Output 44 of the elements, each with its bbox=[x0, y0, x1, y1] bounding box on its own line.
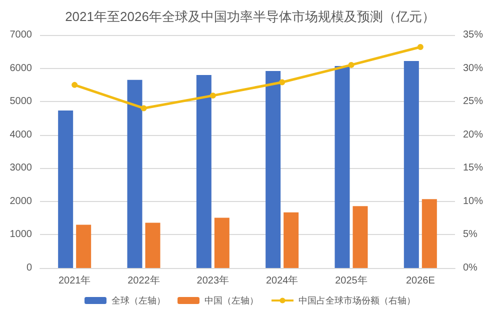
bar bbox=[266, 70, 281, 268]
y2-tick-label: 10% bbox=[463, 196, 484, 207]
x-tick-label: 2025年 bbox=[335, 274, 368, 286]
y-tick-label: 2000 bbox=[10, 196, 32, 207]
point bbox=[72, 82, 78, 88]
y-tick-label: 7000 bbox=[10, 30, 32, 40]
chart-title: 2021年至2026年全球及中国功率半导体市场规模及预测（亿元） bbox=[65, 9, 435, 24]
y2-tick-label: 25% bbox=[463, 96, 484, 108]
y-tick-label: 1000 bbox=[10, 229, 32, 240]
point bbox=[279, 79, 286, 86]
bar bbox=[127, 80, 142, 268]
bar bbox=[334, 66, 350, 268]
x-tick-label: 2021年 bbox=[58, 274, 91, 286]
bar bbox=[284, 212, 299, 268]
y-tick-label: 5000 bbox=[10, 96, 32, 108]
y2-tick-label: 35% bbox=[463, 30, 484, 40]
bar bbox=[196, 74, 212, 268]
bar bbox=[58, 110, 74, 268]
bar bbox=[352, 206, 368, 268]
x-tick-label: 2023年 bbox=[196, 274, 230, 286]
y-tick-label: 3000 bbox=[10, 162, 32, 174]
y-tick-label: 0 bbox=[26, 262, 32, 274]
legend-label: 中国占全球市场份额（右轴） bbox=[298, 296, 416, 306]
x-tick-label: 2026E bbox=[406, 276, 436, 286]
bar bbox=[214, 218, 230, 268]
y2-tick-label: 30% bbox=[463, 62, 484, 74]
y-tick-label: 4000 bbox=[10, 129, 32, 140]
x-tick-label: 2022年 bbox=[128, 274, 160, 286]
y2-tick-label: 5% bbox=[463, 229, 478, 240]
point bbox=[140, 105, 147, 112]
x-tick-label: 2024年 bbox=[266, 274, 298, 286]
bar bbox=[404, 60, 419, 268]
bar bbox=[76, 224, 92, 268]
y2-tick-label: 20% bbox=[463, 129, 484, 140]
point bbox=[417, 44, 424, 50]
y-tick-label: 6000 bbox=[10, 62, 32, 74]
bar bbox=[145, 222, 160, 268]
legend-label: 全球（左轴） bbox=[112, 296, 166, 306]
point bbox=[210, 92, 216, 99]
legend-label: 中国（左轴） bbox=[204, 296, 258, 306]
bar bbox=[422, 199, 437, 268]
y2-tick-label: 15% bbox=[463, 162, 484, 174]
point bbox=[348, 62, 354, 68]
y2-tick-label: 0% bbox=[463, 262, 478, 274]
